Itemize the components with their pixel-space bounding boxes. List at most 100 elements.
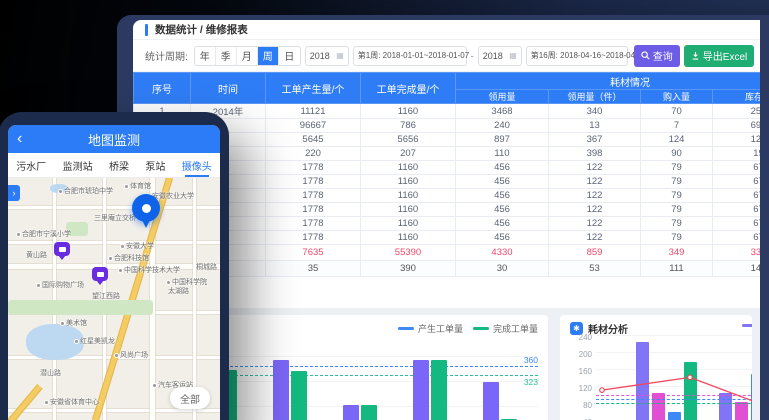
period-option-季[interactable]: 季 [216,46,237,65]
y-tick-label: 80 [583,401,592,410]
tab-污水厂[interactable]: 污水厂 [16,161,47,173]
y-tick-label: 240 [578,333,592,342]
camera-pin-icon[interactable] [92,267,108,285]
phone-mockup: ‹ 地图监测 污水厂 监测站 桥梁 泵站 摄像头 [0,112,229,420]
period-option-月[interactable]: 月 [237,46,258,65]
gridline [596,352,752,353]
consumables-bar-line-chart [596,335,752,420]
average-cell: 30 [455,260,549,277]
average-cell: 53 [548,260,641,277]
table-cell: 19 [712,146,760,161]
map-label: 风尚广场 [114,350,148,360]
map-label: 安徽省体育中心 [44,397,99,407]
map-label: 黄山路 [26,252,47,259]
map-label: 国际购物广场 [36,280,84,290]
bar-产生工单量 [483,382,499,420]
table-cell: 456 [455,230,549,245]
table-cell: 1160 [360,202,456,217]
column-header: 时间 [190,72,266,104]
column-header: 工单完成量/个 [360,72,456,104]
map-label: 汽车客运站 [152,380,193,390]
map-park-area [66,222,88,236]
average-cell: 35 [265,260,361,277]
table-cell: 220 [265,146,361,161]
legend-label: 完成工单量 [492,324,538,334]
query-button[interactable]: 查询 [633,44,680,67]
search-icon [641,51,650,60]
table-cell: 456 [455,160,549,175]
table-cell: 1160 [360,216,456,231]
map-road [53,178,56,420]
week-range-from-input[interactable]: 第1周: 2018-01-01~2018-01-07 [352,45,469,66]
selected-location-pin[interactable] [132,194,160,228]
table-cell: 67 [712,188,760,203]
tab-泵站[interactable]: 泵站 [145,161,166,173]
map-road [150,178,155,420]
bar-完成工单量 [431,360,447,420]
table-cell: 456 [455,174,549,189]
table-cell: 90 [640,146,713,161]
map-expand-button[interactable]: › [8,185,20,201]
breadcrumb-accent-bar [145,23,148,36]
table-cell: 1778 [265,188,361,203]
camera-pin-icon[interactable] [54,242,70,260]
legend-dash-icon [397,327,414,330]
trend-line [599,374,752,402]
poi-marker-icon [124,183,129,189]
table-cell: 67 [712,230,760,245]
week-range-to-input[interactable]: 第16周: 2018-04-16~2018-04-22 [525,45,647,66]
tab-摄像头[interactable]: 摄像头 [180,153,214,177]
table-cell: 1160 [360,174,456,189]
table-row: 8177811604561227967 [133,202,760,217]
table-cell: 1160 [360,103,456,119]
period-option-日[interactable]: 日 [284,52,295,63]
table-cell: 79 [640,188,713,203]
poi-marker-icon [152,382,157,388]
table-cell: 11121 [265,103,361,119]
back-chevron-icon[interactable]: ‹ [17,130,23,147]
legend-item[interactable]: 产生工单量 [397,322,463,335]
map-label: 桐城路 [196,264,217,271]
period-option-周[interactable]: 周 [257,46,279,65]
table-cell: 79 [640,230,713,245]
table-cell: 1160 [360,230,456,245]
table-cell: 7 [640,118,713,133]
tab-监测站[interactable]: 监测站 [62,161,93,173]
table-cell: 250 [712,103,760,119]
table-cell: 79 [640,202,713,217]
map-view[interactable]: › 全部 合肥市琥珀中学 体育馆 安徽农业大学 三里庵立交桥 合肥市宁溪小学 安徽大学 合肥… [8,178,220,420]
legend-item[interactable]: 完成工单量 [472,322,538,335]
consumables-legend-dash [742,324,752,327]
table-cell: 79 [640,216,713,231]
table-cell: 67 [712,202,760,217]
map-label: 合肥市宁溪小学 [16,229,71,239]
export-excel-button[interactable]: 导出Excel [683,44,755,67]
table-cell: 122 [548,230,641,245]
table-cell: 96667 [265,118,361,133]
map-road [103,178,106,420]
sub-column-header: 购入量 [640,89,713,104]
map-road [8,409,220,412]
tab-桥梁[interactable]: 桥梁 [108,161,129,173]
table-cell: 122 [548,216,641,231]
map-road [8,241,220,244]
filter-bar: 统计周期: 年季月周日 2018 ▦ 第1周: 2018-01-01~2018-… [133,40,760,72]
map-all-button[interactable]: 全部 [170,387,210,409]
period-segmented-control: 年季月周日 [193,45,301,66]
year-to-value: 2018 [482,50,503,61]
period-option-年[interactable]: 年 [195,46,216,65]
year-to-select[interactable]: 2018 ▦ [477,45,522,66]
map-road [8,264,220,269]
map-label: 太湖路 [168,288,189,295]
poi-marker-icon [120,243,125,249]
map-label: 安徽大学 [120,241,154,251]
reference-line [200,366,538,367]
calendar-icon: ▦ [336,51,344,60]
year-from-select[interactable]: 2018 ▦ [304,45,349,66]
calendar-icon: ▦ [509,51,517,60]
bar-完成工单量 [361,404,377,420]
total-cell: 4330 [455,244,549,261]
table-cell: 340 [548,103,641,119]
bar-bar-4 [684,361,697,420]
charts-row: 产生工单量 完成工单量 360 323 ✱ 耗材分析 40 80 120 160 200 24… [133,308,760,420]
